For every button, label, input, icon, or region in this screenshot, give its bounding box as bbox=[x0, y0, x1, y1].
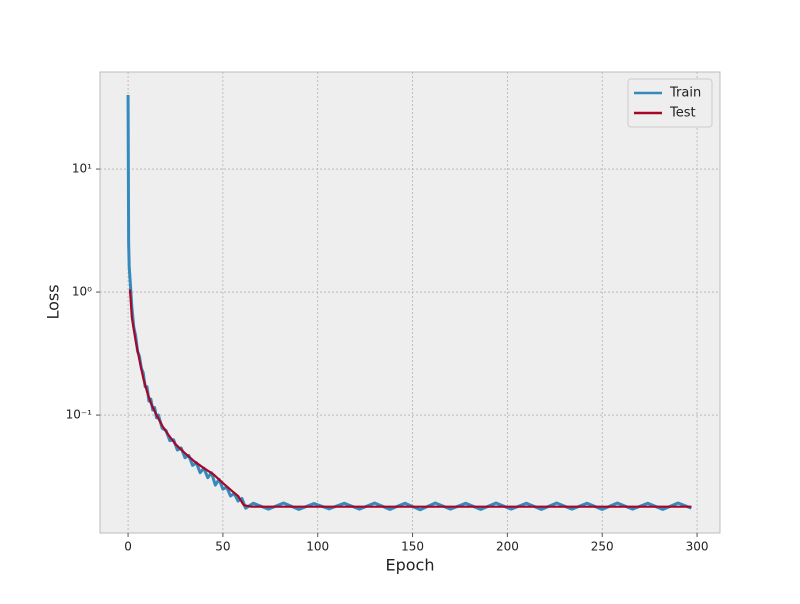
x-tick-label: 150 bbox=[401, 540, 424, 554]
y-tick-label: 10⁻¹ bbox=[66, 408, 93, 422]
x-tick-label: 100 bbox=[306, 540, 329, 554]
data-line bbox=[128, 289, 692, 508]
x-tick-label: 50 bbox=[215, 540, 230, 554]
x-tick-label: 200 bbox=[496, 540, 519, 554]
x-tick-label: 0 bbox=[124, 540, 132, 554]
x-tick-label: 250 bbox=[591, 540, 614, 554]
legend-label: Train bbox=[669, 86, 701, 101]
y-tick-label: 10⁰ bbox=[72, 285, 92, 299]
legend-box bbox=[627, 78, 713, 128]
y-axis-label: Loss bbox=[44, 284, 63, 319]
x-axis-label: Epoch bbox=[386, 556, 435, 575]
y-tick-label: 10¹ bbox=[72, 162, 92, 176]
x-tick-label: 300 bbox=[686, 540, 709, 554]
plot-area bbox=[99, 71, 721, 534]
legend-label: Test bbox=[669, 106, 696, 121]
